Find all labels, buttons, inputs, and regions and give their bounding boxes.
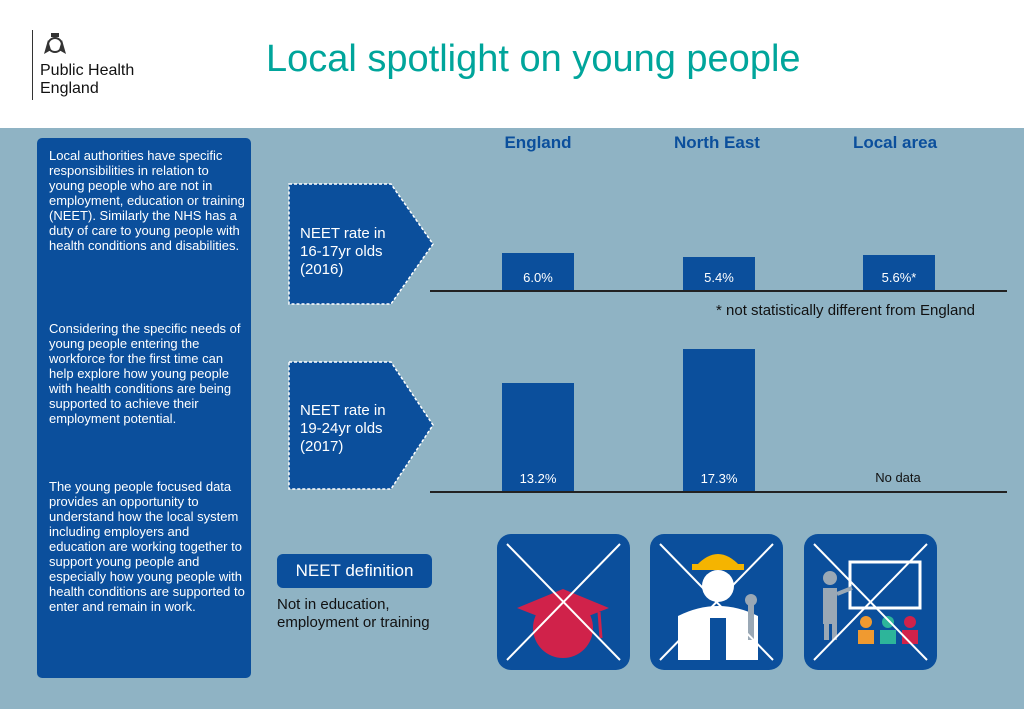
column-header-north-east: North East — [674, 133, 760, 152]
neet-definition-line-2: employment or training — [277, 614, 430, 631]
column-header-england: England — [504, 133, 572, 152]
row-label-2-line-3: (2017) — [300, 438, 344, 455]
column-header-local-area: Local area — [852, 133, 938, 152]
row-arrow-2 — [288, 361, 434, 490]
sidebar-paragraph-1: Local authorities have specific responsi… — [49, 148, 245, 253]
sidebar-paragraph-2: Considering the specific needs of young … — [49, 321, 241, 426]
logo-text: Public Health England — [40, 62, 134, 98]
neet-definition-badge: NEET definition — [277, 554, 432, 588]
sidebar-panel: Local authorities have specific responsi… — [37, 138, 251, 678]
chart-1-bar-north-east — [683, 257, 755, 290]
classroom-crossed-icon — [804, 534, 937, 670]
row-label-1-line-1: NEET rate in — [300, 225, 386, 242]
chart-2-bar-north-east — [683, 349, 755, 491]
chart-1-data-label-north-east: 5.4% — [704, 270, 734, 285]
worker-crossed-icon — [650, 534, 783, 670]
header: Public Health England Local spotlight on… — [0, 0, 1024, 128]
chart-2-data-label-england: 13.2% — [519, 471, 557, 486]
row-label-2: NEET rate in 19-24yr olds (2017) — [300, 402, 386, 456]
row-label-2-line-1: NEET rate in — [300, 402, 386, 419]
chart-1-bar-local-area — [863, 255, 935, 290]
no-data-label: No data — [875, 470, 921, 485]
chart-2-baseline — [430, 491, 1007, 493]
row-label-1-line-3: (2016) — [300, 261, 344, 278]
neet-definition-line-1: Not in education, — [277, 596, 390, 613]
row-arrow-1 — [288, 183, 434, 305]
page-title: Local spotlight on young people — [266, 38, 801, 80]
sidebar-paragraph-3: The young people focused data provides a… — [49, 479, 245, 614]
chart-1-bar-england — [502, 253, 574, 290]
chart-1-data-label-england: 6.0% — [523, 270, 553, 285]
royal-crest-icon — [44, 33, 66, 54]
chart-1-baseline — [430, 290, 1007, 292]
chart-1-data-label-local-area: 5.6%* — [881, 270, 917, 285]
chart-2-data-label-north-east: 17.3% — [700, 471, 738, 486]
row-label-1: NEET rate in 16-17yr olds (2016) — [300, 225, 386, 279]
chart-2-bar-england — [502, 383, 574, 491]
logo-divider — [32, 30, 33, 100]
graduation-cap-crossed-icon — [497, 534, 630, 670]
neet-definition-text: Not in education, employment or training — [277, 596, 457, 632]
logo-line-2: England — [40, 80, 99, 97]
row-label-2-line-2: 19-24yr olds — [300, 420, 383, 437]
row-label-1-line-2: 16-17yr olds — [300, 243, 383, 260]
footnote: * not statistically different from Engla… — [716, 302, 976, 319]
logo-line-1: Public Health — [40, 62, 135, 79]
